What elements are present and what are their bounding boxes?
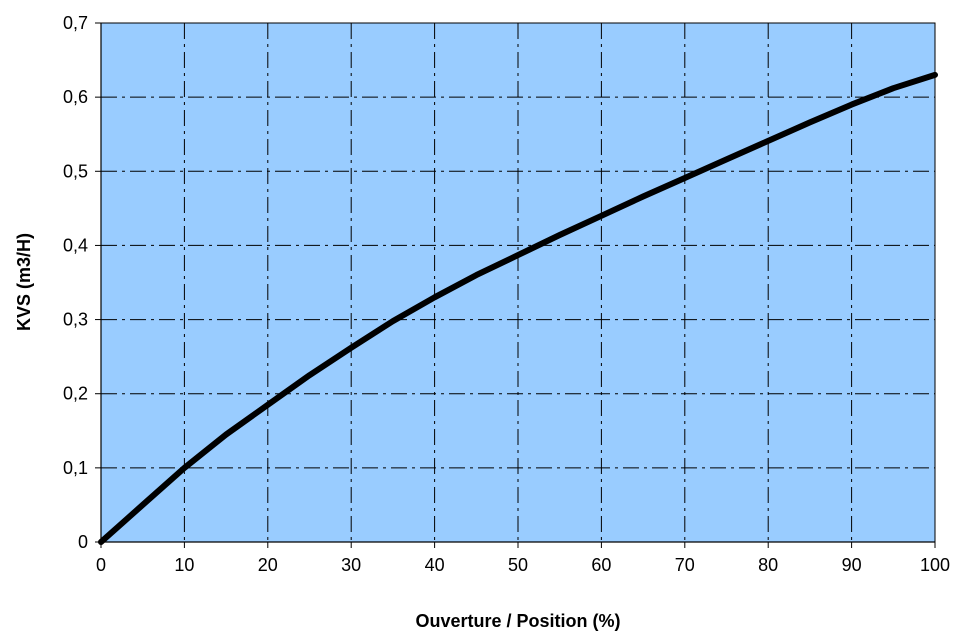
series-group (98, 71, 938, 545)
x-tick-label: 50 (508, 555, 528, 575)
y-tick-label: 0,4 (63, 235, 88, 255)
y-tick-label: 0,1 (63, 458, 88, 478)
x-tick-label: 20 (258, 555, 278, 575)
y-tick-label: 0,2 (63, 384, 88, 404)
y-tick-label: 0,7 (63, 13, 88, 33)
y-tick-label: 0,3 (63, 310, 88, 330)
x-tick-label: 0 (96, 555, 106, 575)
y-tick-label: 0 (78, 532, 88, 552)
x-tick-label: 30 (341, 555, 361, 575)
x-tick-label: 100 (920, 555, 950, 575)
x-tick-label: 10 (174, 555, 194, 575)
y-axis-title: KVS (m3/H) (14, 233, 34, 331)
x-tick-label: 40 (425, 555, 445, 575)
x-tick-label: 90 (842, 555, 862, 575)
x-tick-label: 70 (675, 555, 695, 575)
grid-lines (101, 23, 935, 542)
plot-area (100, 22, 936, 543)
y-tick-label: 0,6 (63, 87, 88, 107)
x-tick-labels: 0 10 20 30 40 50 60 70 80 90 100 (96, 555, 950, 575)
x-tick-label: 60 (591, 555, 611, 575)
axes (95, 22, 936, 548)
y-tick-labels: 0 0,1 0,2 0,3 0,4 0,5 0,6 0,7 (63, 13, 88, 552)
x-axis-title: Ouverture / Position (%) (415, 611, 620, 631)
y-tick-label: 0,5 (63, 161, 88, 181)
kvs-curve (98, 71, 938, 545)
x-tick-label: 80 (758, 555, 778, 575)
